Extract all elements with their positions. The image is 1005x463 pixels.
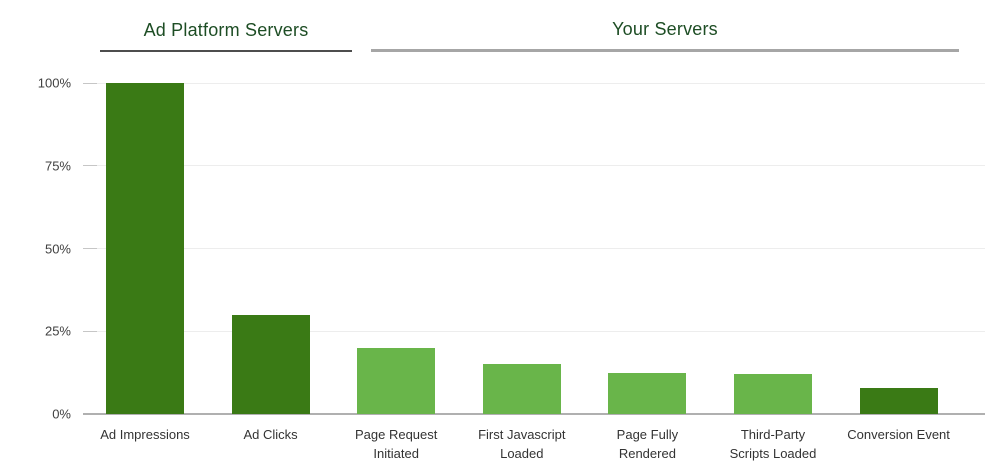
category-label-third-party-scripts-loaded: Third-Party Scripts Loaded (729, 427, 817, 461)
category-label-ad-impressions: Ad Impressions (100, 427, 190, 442)
gridline-75 (83, 165, 985, 167)
group-label-your-servers: Your Servers (612, 19, 718, 39)
y-tick-50 (83, 248, 97, 249)
y-tick-label-75: 75% (44, 158, 71, 174)
bar-page-fully-rendered (608, 372, 687, 414)
category-label-conversion-event: Conversion Event (847, 427, 950, 442)
bar-ad-clicks (231, 314, 310, 414)
y-tick-label-0: 0% (52, 406, 71, 422)
bar-third-party-scripts-loaded (734, 374, 812, 414)
bar-conversion-event (859, 387, 938, 414)
x-axis-labels: Ad Impressions Ad Clicks Page Request Initi… (83, 423, 985, 463)
y-tick-label-50: 50% (44, 241, 71, 256)
category-label-page-request-initiated: Page Request Initiated (354, 427, 438, 461)
y-tick-100 (83, 82, 97, 84)
bar-page-request-initiated (357, 347, 436, 414)
y-tick-label-25: 25% (44, 323, 71, 339)
y-tick-label-100: 100% (37, 75, 71, 91)
gridline-50 (83, 248, 985, 249)
group-label-ad-platform-servers: Ad Platform Servers (143, 20, 309, 40)
group-header-your-servers: Your Servers (371, 0, 959, 52)
bar-ad-impressions (106, 83, 184, 414)
gridline-100 (83, 82, 985, 84)
gridline-25 (83, 330, 985, 332)
category-label-page-fully-rendered: Page Fully Rendered (616, 427, 679, 461)
group-header-ad-platform-servers: Ad Platform Servers (100, 0, 352, 52)
y-axis: 0% 25% 50% 75% 100% (0, 76, 77, 422)
category-label-ad-clicks: Ad Clicks (243, 427, 298, 442)
y-tick-75 (83, 165, 97, 167)
bar-first-javascript-loaded (482, 364, 561, 414)
category-label-first-javascript-loaded: First Javascript Loaded (478, 427, 566, 461)
plot-area (83, 82, 985, 415)
y-tick-25 (83, 330, 97, 332)
x-axis-line (83, 413, 985, 415)
